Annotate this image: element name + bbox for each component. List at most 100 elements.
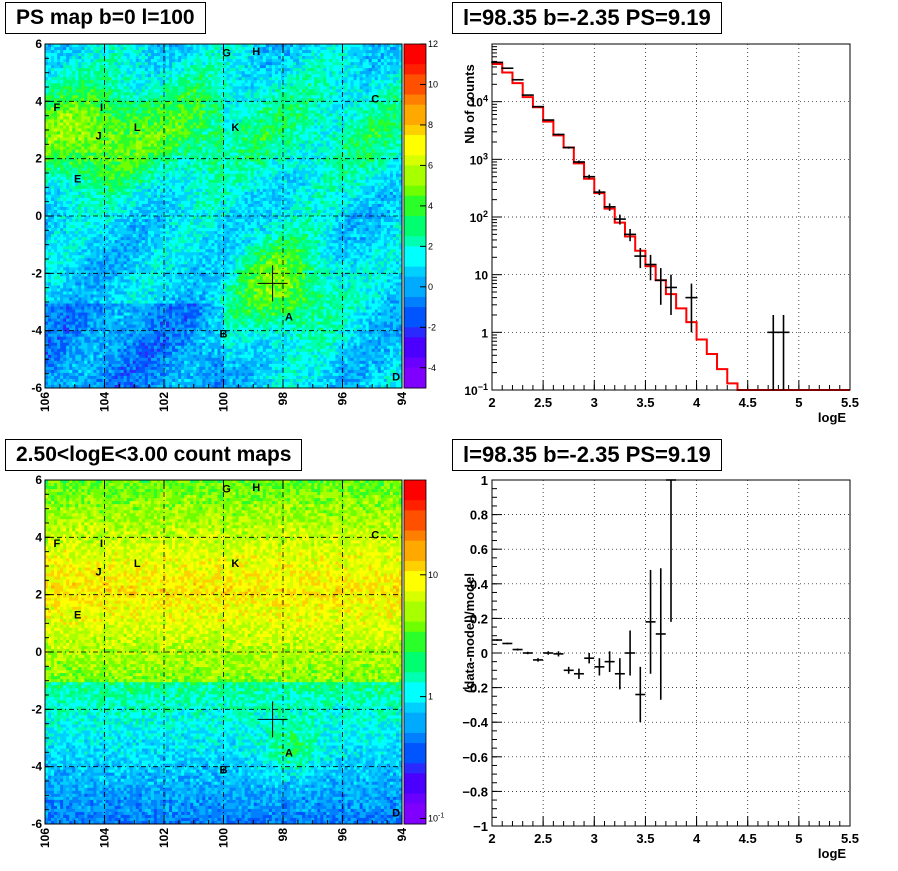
colorbar-cell bbox=[404, 682, 426, 693]
residual-ytick-label: 0 bbox=[481, 646, 488, 661]
heatmap-1 bbox=[45, 480, 403, 825]
heatmap-0 bbox=[45, 44, 403, 389]
colorbar-cell bbox=[404, 712, 426, 724]
colorbar-cell bbox=[404, 286, 426, 298]
colorbar-cell bbox=[404, 135, 426, 146]
colorbar-cell bbox=[404, 722, 426, 734]
model-histogram-line bbox=[492, 62, 850, 391]
colorbar-cell bbox=[404, 510, 426, 521]
colorbar-tick-label: 8 bbox=[428, 120, 433, 130]
colorbar-cell bbox=[404, 601, 426, 613]
heatmap-xtick-label: 106 bbox=[38, 392, 52, 412]
source-label-D: D bbox=[392, 372, 400, 384]
heatmap-ytick-label: 2 bbox=[35, 152, 42, 166]
heatmap-ytick-label: 0 bbox=[35, 209, 42, 223]
heatmap-ytick-label: -2 bbox=[31, 702, 42, 716]
heatmap-ytick-label: 4 bbox=[35, 530, 42, 544]
heatmap-xtick-label: 98 bbox=[276, 828, 290, 842]
colorbar-tick-label: -4 bbox=[428, 363, 436, 373]
source-label-J: J bbox=[95, 567, 101, 579]
residual-ytick-label: −0.4 bbox=[462, 715, 488, 730]
heatmap-ytick-label: -6 bbox=[31, 381, 42, 395]
colorbar-cell bbox=[404, 104, 426, 116]
source-label-G: G bbox=[222, 48, 231, 60]
residual-ylabel: (data-model)/model bbox=[462, 573, 477, 693]
colorbar-cell bbox=[404, 74, 426, 85]
spectrum-xlabel: logE bbox=[818, 410, 846, 425]
spectrum-ytick-label: 1 bbox=[481, 326, 488, 340]
residual-ytick-label: −0.6 bbox=[462, 750, 488, 765]
heatmap-xtick-label: 94 bbox=[395, 828, 409, 842]
colorbar-cell bbox=[404, 377, 426, 389]
colorbar-cell bbox=[404, 732, 426, 744]
colorbar-cell bbox=[404, 803, 426, 815]
colorbar-cell bbox=[404, 621, 426, 633]
spectrum-xtick-label: 3.5 bbox=[636, 395, 654, 410]
spectrum-ytick-label: 102 bbox=[470, 209, 488, 225]
spectrum-xtick-label: 5.5 bbox=[841, 395, 859, 410]
colorbar-tick-label: 10 bbox=[428, 570, 438, 580]
colorbar-cell bbox=[404, 165, 426, 177]
residual-ytick-label: −1 bbox=[473, 819, 488, 834]
heatmap-xtick-label: 106 bbox=[38, 828, 52, 848]
count-map-title: 2.50<logE<3.00 count maps bbox=[5, 439, 303, 471]
source-label-H: H bbox=[252, 46, 260, 58]
colorbar-cell bbox=[404, 317, 426, 328]
colorbar-cell bbox=[404, 773, 426, 785]
spectrum-frame bbox=[491, 43, 851, 391]
source-label-B: B bbox=[220, 765, 228, 777]
spectrum-ytick-label: 104 bbox=[470, 94, 488, 110]
heatmap-xtick-label: 96 bbox=[336, 392, 350, 406]
spectrum-xtick-label: 4 bbox=[693, 395, 701, 410]
colorbar-cell bbox=[404, 347, 426, 359]
colorbar-cell bbox=[404, 246, 426, 257]
colorbar-cell bbox=[404, 550, 426, 562]
heatmap-xtick-label: 94 bbox=[395, 392, 409, 406]
heatmap-ytick-label: 2 bbox=[35, 588, 42, 602]
spectrum-xtick-label: 2.5 bbox=[534, 395, 552, 410]
heatmap-ytick-label: -4 bbox=[31, 324, 42, 338]
colorbar-cell bbox=[404, 581, 426, 592]
heatmap-xtick-label: 102 bbox=[157, 828, 171, 848]
source-label-K: K bbox=[231, 122, 239, 134]
source-label-L: L bbox=[134, 558, 141, 570]
heatmap-xtick-label: 98 bbox=[276, 392, 290, 406]
colorbar-cell bbox=[404, 175, 426, 187]
colorbar-cell bbox=[404, 520, 426, 532]
heatmap-ytick-label: 6 bbox=[35, 37, 42, 51]
colorbar-cell bbox=[404, 64, 426, 75]
colorbar-tick-label: 6 bbox=[428, 160, 433, 170]
colorbar-cell bbox=[404, 672, 426, 683]
colorbar-cell bbox=[404, 560, 426, 572]
colorbar-cell bbox=[404, 500, 426, 511]
colorbar-cell bbox=[404, 367, 426, 379]
residual-ytick-label: −0.8 bbox=[462, 784, 488, 799]
colorbar-cell bbox=[404, 702, 426, 714]
source-label-I: I bbox=[100, 538, 103, 550]
source-label-L: L bbox=[134, 122, 141, 134]
residual-xtick-label: 5.5 bbox=[841, 831, 859, 846]
residual-xtick-label: 4.5 bbox=[739, 831, 757, 846]
colorbar-cell bbox=[404, 571, 426, 582]
colorbar-cell bbox=[404, 124, 426, 136]
colorbar-cell bbox=[404, 813, 426, 825]
colorbar-tick-label: 12 bbox=[428, 39, 438, 49]
colorbar-cell bbox=[404, 155, 426, 166]
colorbar-cell bbox=[404, 145, 426, 156]
residual-ytick-label: 0.4 bbox=[470, 577, 489, 592]
colorbar-cell bbox=[404, 185, 426, 197]
ps-map-title: PS map b=0 l=100 bbox=[5, 2, 206, 34]
heatmap-ytick-label: 6 bbox=[35, 473, 42, 487]
colorbar-cell bbox=[404, 195, 426, 207]
colorbar-cell bbox=[404, 307, 426, 318]
source-label-E: E bbox=[74, 610, 81, 622]
source-label-E: E bbox=[74, 174, 81, 186]
source-label-D: D bbox=[392, 808, 400, 820]
heatmap-ytick-label: -2 bbox=[31, 266, 42, 280]
colorbar-cell bbox=[404, 611, 426, 623]
heatmap-xtick-label: 104 bbox=[98, 392, 112, 412]
colorbar-cell bbox=[404, 743, 426, 754]
residual-xtick-label: 5 bbox=[795, 831, 802, 846]
residual-xtick-label: 2.5 bbox=[534, 831, 552, 846]
